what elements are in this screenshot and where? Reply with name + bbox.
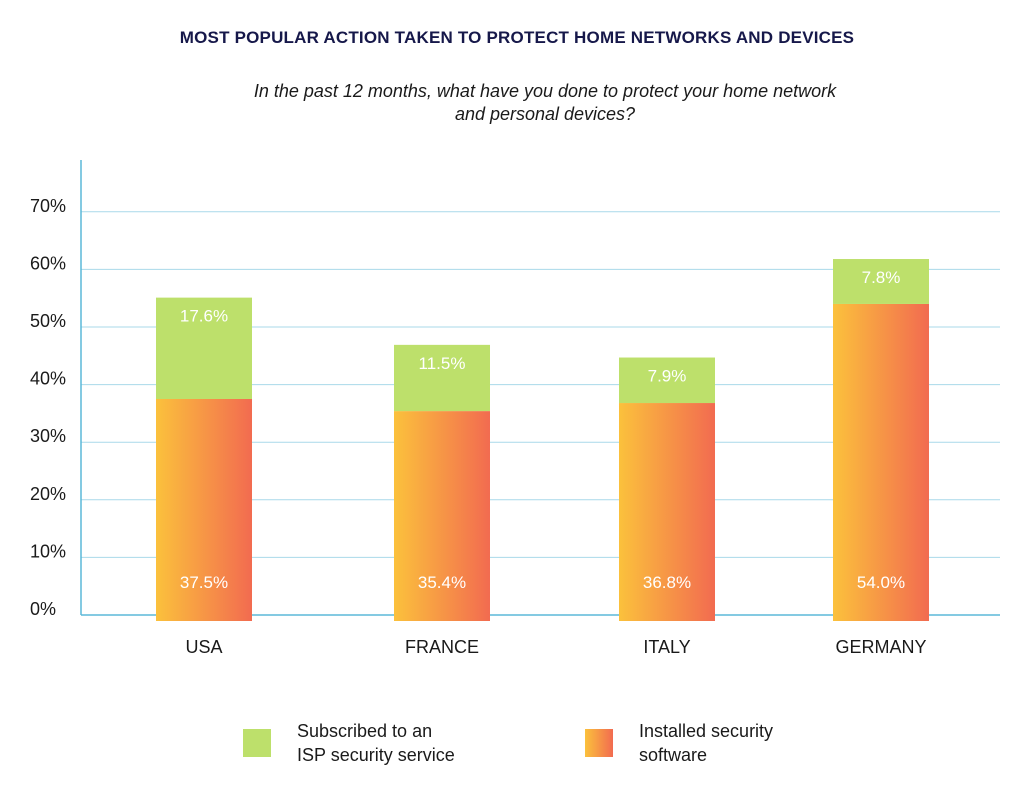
legend-swatch-software: [585, 729, 613, 757]
bars: [156, 259, 929, 621]
x-category-label: ITALY: [643, 637, 690, 657]
y-tick-label: 70%: [30, 196, 66, 216]
legend-software-line1: Installed security: [639, 721, 774, 741]
legend-software-line2: software: [639, 745, 708, 765]
bar-installed-software: [619, 403, 715, 621]
x-category-label: GERMANY: [835, 637, 926, 657]
y-axis-ticks: 0% 10% 20% 30% 40% 50% 60% 70%: [30, 196, 66, 619]
bar-isp-service: [156, 297, 252, 399]
chart-subtitle: In the past 12 months, what have you don…: [253, 81, 837, 124]
x-category-label: FRANCE: [405, 637, 479, 657]
bar-isp-service: [394, 344, 490, 412]
legend-label-isp: Subscribed to an ISP security service: [297, 719, 455, 767]
legend-item-isp: Subscribed to an ISP security service: [243, 719, 455, 767]
legend-isp-line2: ISP security service: [297, 745, 455, 765]
data-label-installed-software: 36.8%: [643, 573, 691, 592]
y-tick-label: 10%: [30, 541, 66, 561]
data-label-isp-service: 11.5%: [419, 354, 466, 373]
data-label-isp-service: 7.8%: [862, 268, 901, 287]
x-category-label: USA: [185, 637, 222, 657]
data-label-isp-service: 17.6%: [180, 307, 228, 326]
y-tick-label: 50%: [30, 311, 66, 331]
legend-label-software: Installed security software: [639, 719, 773, 767]
legend-swatch-isp: [243, 729, 271, 757]
data-label-installed-software: 35.4%: [418, 573, 466, 592]
legend-isp-line1: Subscribed to an: [297, 721, 433, 741]
data-labels: 37.5% 17.6% 35.4% 11.5% 36.8% 7.9% 54.0% 7.8%: [180, 268, 905, 592]
chart-title: MOST POPULAR ACTION TAKEN TO PROTECT HOM…: [179, 28, 855, 47]
data-label-isp-service: 7.9%: [648, 367, 687, 386]
data-label-installed-software: 37.5%: [180, 573, 228, 592]
bar-installed-software: [156, 399, 252, 621]
x-axis-labels: USA FRANCE ITALY GERMANY: [185, 637, 926, 657]
data-label-installed-software: 54.0%: [857, 573, 905, 592]
y-tick-label: 30%: [30, 426, 66, 446]
bar-isp-service: [833, 259, 929, 304]
y-tick-label: 0%: [30, 599, 56, 619]
bar-installed-software: [833, 303, 929, 621]
bar-installed-software: [394, 411, 490, 621]
y-tick-label: 20%: [30, 484, 66, 504]
y-tick-label: 60%: [30, 253, 66, 273]
legend-item-software: Installed security software: [585, 719, 773, 767]
bar-isp-service: [619, 357, 715, 404]
y-tick-label: 40%: [30, 369, 66, 389]
